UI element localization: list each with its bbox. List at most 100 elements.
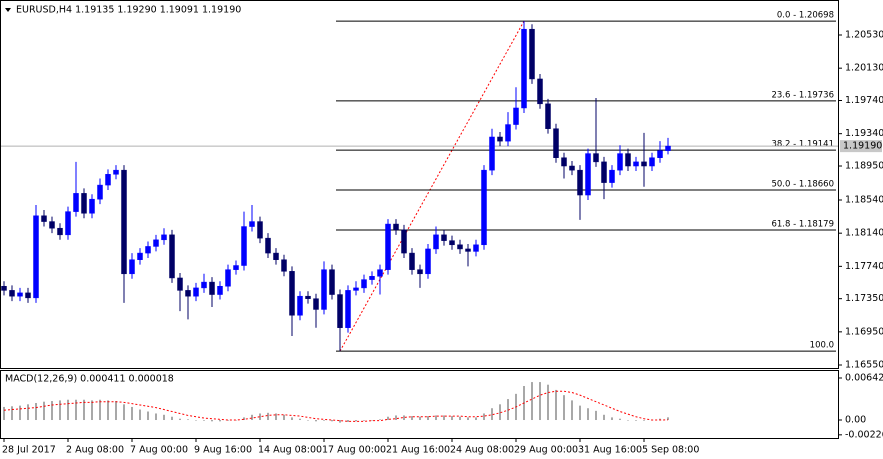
macd-bar <box>267 412 269 421</box>
candle-body <box>409 252 415 270</box>
candle-body <box>113 169 119 175</box>
candle-body <box>369 276 375 280</box>
macd-bar <box>19 405 21 421</box>
candle-body <box>297 295 303 316</box>
macd-bar <box>379 419 381 421</box>
macd-bar <box>99 399 101 421</box>
candle-body <box>305 295 311 299</box>
candle-body <box>129 259 135 275</box>
macd-bar <box>643 420 645 421</box>
y-tick-label: 1.20130 <box>845 63 883 74</box>
macd-bar <box>587 408 589 421</box>
fib-label: 50.0 - 1.18660 <box>771 180 834 190</box>
candle-body <box>553 128 559 158</box>
macd-bar <box>371 420 373 421</box>
macd-bar <box>3 406 5 421</box>
macd-bar <box>43 401 45 421</box>
candle-body <box>585 153 591 196</box>
macd-bar <box>243 417 245 421</box>
macd-bar <box>579 405 581 421</box>
candle-body <box>545 103 551 129</box>
price-panel <box>0 0 839 369</box>
macd-bar <box>435 415 437 421</box>
macd-bar <box>275 413 277 421</box>
macd-bar <box>171 416 173 421</box>
macd-bar <box>395 415 397 421</box>
candle-body <box>497 136 503 142</box>
macd-bar <box>483 413 485 421</box>
macd-bar <box>603 414 605 421</box>
macd-bar <box>659 418 661 421</box>
candle-body <box>201 281 207 289</box>
x-tick-label: 21 Aug 16:00 <box>386 445 450 456</box>
candle-body <box>289 271 295 316</box>
macd-bar <box>547 384 549 421</box>
candle-body <box>617 153 623 171</box>
candle-body <box>25 292 31 299</box>
macd-bar <box>635 420 637 421</box>
macd-bar <box>51 401 53 421</box>
candle-body <box>137 252 143 260</box>
last-price-label: 1.19190 <box>843 141 882 152</box>
candle-body <box>441 234 447 241</box>
candle-body <box>521 28 527 109</box>
candle-body <box>81 193 87 214</box>
macd-title: MACD(12,26,9) 0.000411 0.000018 <box>5 374 174 385</box>
y-tick-label: -0.002266 <box>845 429 883 440</box>
macd-bar <box>387 416 389 421</box>
y-tick-label: 1.20530 <box>845 30 883 41</box>
candle-body <box>185 290 191 297</box>
candle-body <box>537 78 543 105</box>
macd-bar <box>123 404 125 421</box>
macd-bar <box>347 420 349 422</box>
y-tick-label: 1.16550 <box>845 360 883 371</box>
candle-body <box>57 227 63 236</box>
macd-bar <box>163 414 165 421</box>
macd-bar <box>299 418 301 421</box>
macd-bar <box>595 410 597 421</box>
candle-body <box>217 285 223 295</box>
candle-body <box>73 193 79 212</box>
macd-bar <box>555 389 557 421</box>
macd-bar <box>35 403 37 421</box>
chart-title: EURUSD,H4 1.19135 1.19290 1.19091 1.1919… <box>16 5 241 16</box>
candle-body <box>489 136 495 171</box>
y-tick-label: 1.19340 <box>845 128 883 139</box>
candle-body <box>425 248 431 275</box>
candle-body <box>345 290 351 328</box>
candle-body <box>577 169 583 196</box>
y-tick-label: 1.19740 <box>845 95 883 106</box>
candle-body <box>257 221 263 239</box>
candle-body <box>145 246 151 254</box>
candle-body <box>609 169 615 183</box>
candle-body <box>209 281 215 295</box>
candle-body <box>193 287 199 297</box>
menu-arrow[interactable] <box>5 8 11 12</box>
x-tick-label: 9 Aug 16:00 <box>194 445 252 456</box>
macd-bar <box>11 406 13 421</box>
macd-bar <box>59 400 61 421</box>
candle-body <box>177 277 183 291</box>
macd-bar <box>355 420 357 422</box>
candle-body <box>1 285 7 291</box>
macd-bar <box>419 416 421 421</box>
y-tick-label: 1.18540 <box>845 195 883 206</box>
fib-trend-line <box>339 20 525 352</box>
macd-bar <box>91 400 93 421</box>
x-tick-label: 31 Aug 16:00 <box>578 445 642 456</box>
candle-body <box>105 174 111 186</box>
macd-bar <box>323 420 325 421</box>
macd-bar <box>211 420 213 422</box>
x-tick-label: 29 Aug 00:00 <box>514 445 578 456</box>
candle-body <box>265 237 271 254</box>
candle-body <box>17 292 23 297</box>
y-tick-label: 1.16950 <box>845 326 883 337</box>
candle-body <box>225 269 231 287</box>
candle-body <box>393 223 399 231</box>
macd-bar <box>363 420 365 421</box>
candle-body <box>249 221 255 227</box>
candle-body <box>465 248 471 252</box>
macd-bar <box>475 417 477 421</box>
fib-label: 23.6 - 1.19736 <box>771 90 834 100</box>
candle-body <box>97 184 103 200</box>
